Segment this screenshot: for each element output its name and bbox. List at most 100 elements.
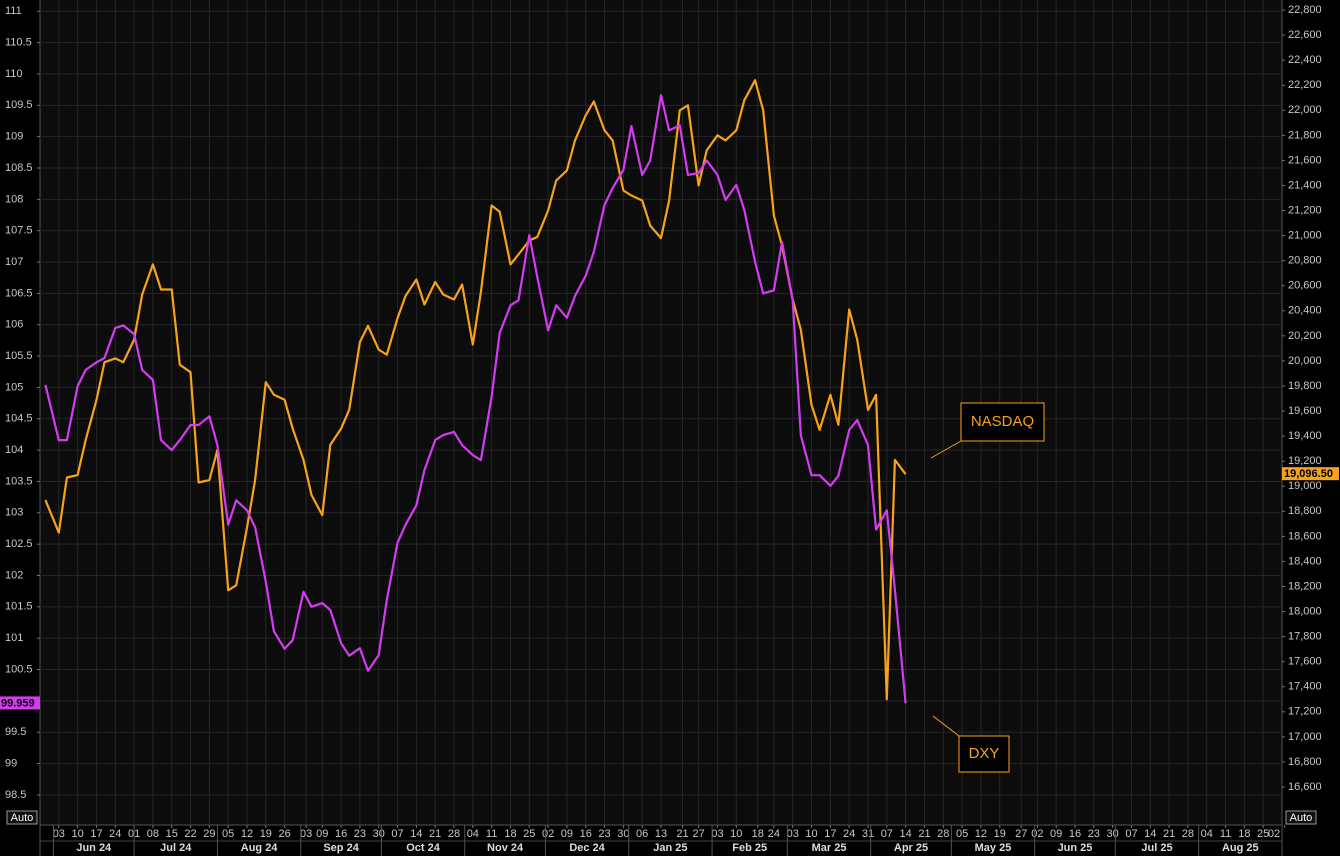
x-tick-label: 09 [561,828,573,840]
y-tick-label: 100.5 [5,663,33,675]
y-tick-label: 98.5 [5,789,26,801]
x-tick-label: 25 [523,828,535,840]
y-tick-label: 99 [5,757,17,769]
x-tick-label: 12 [241,828,253,840]
x-tick-label: 21 [676,828,688,840]
y2-tick-label: 18,200 [1288,580,1322,592]
x-tick-label: 16 [580,828,592,840]
y-tick-label: 111 [5,5,22,17]
month-label: Nov 24 [487,842,524,854]
month-label: Apr 25 [894,842,928,854]
x-tick-label: 02 [1268,828,1280,840]
y2-tick-label: 21,600 [1288,154,1322,166]
y-tick-label: 104 [5,444,23,456]
y-tick-label: 101 [5,632,23,644]
x-tick-label: 19 [994,828,1006,840]
x-tick-label: 17 [90,828,102,840]
y-tick-label: 109 [5,131,23,143]
y-tick-label: 105.5 [5,350,33,362]
x-tick-label: 03 [787,828,799,840]
y2-tick-label: 22,800 [1288,4,1322,16]
x-tick-label: 21 [918,828,930,840]
series-line [44,79,907,701]
x-tick-label: 16 [1069,828,1081,840]
x-tick-label: 24 [109,828,121,840]
month-label: Aug 24 [241,842,279,854]
y2-tick-label: 19,200 [1288,455,1322,467]
auto-button-left[interactable]: Auto [6,810,38,825]
y2-tick-label: 18,800 [1288,505,1322,517]
y2-tick-label: 20,800 [1288,255,1322,267]
y2-tick-label: 22,000 [1288,104,1322,116]
y2-tick-label: 20,200 [1288,330,1322,342]
x-tick-label: 23 [598,828,610,840]
x-tick-label: 04 [1201,828,1213,840]
y-tick-label: 103 [5,507,23,519]
x-tick-label: 03 [53,828,65,840]
y2-tick-label: 20,000 [1288,355,1322,367]
y2-tick-label: 17,200 [1288,706,1322,718]
x-tick-label: 03 [711,828,723,840]
month-label: Feb 25 [732,842,767,854]
x-tick-label: 14 [1144,828,1156,840]
button-label[interactable]: Auto [11,812,34,824]
month-label: Sep 24 [323,842,359,854]
x-tick-label: 08 [147,828,159,840]
auto-button-right[interactable]: Auto [1285,810,1317,825]
x-tick-label: 05 [956,828,968,840]
month-label: Jan 25 [653,842,687,854]
grid [40,0,1282,825]
x-tick-label: 09 [1050,828,1062,840]
x-tick-label: 14 [900,828,912,840]
y-tick-label: 108.5 [5,162,33,174]
x-tick-label: 26 [279,828,291,840]
y2-tick-label: 20,600 [1288,280,1322,292]
y-tick-label: 106.5 [5,287,33,299]
x-tick-label: 05 [222,828,234,840]
x-tick-label: 13 [655,828,667,840]
x-tick-label: 07 [1125,828,1137,840]
y-tick-label: 101.5 [5,601,33,613]
last-value-tag [0,696,40,710]
x-tick-label: 22 [184,828,196,840]
x-tick-label: 02 [1031,828,1043,840]
x-tick-label: 03 [300,828,312,840]
month-label: Aug 25 [1222,842,1259,854]
y2-tick-label: 22,600 [1288,29,1322,41]
y-tick-label: 103.5 [5,475,33,487]
y2-tick-label: 21,200 [1288,204,1322,216]
button-frame[interactable] [6,810,38,825]
x-tick-label: 07 [881,828,893,840]
y-tick-label: 105 [5,381,23,393]
y2-tick-label: 16,800 [1288,756,1322,768]
x-tick-label: 24 [768,828,780,840]
button-label[interactable]: Auto [1290,812,1313,824]
x-tick-label: 29 [203,828,215,840]
y2-tick-label: 17,000 [1288,731,1322,743]
annotation-label: NASDAQ [971,413,1034,430]
annotation-box [958,735,1010,773]
month-label: Jun 25 [1058,842,1093,854]
y-tick-label: 104.5 [5,413,33,425]
x-tick-label: 24 [843,828,855,840]
x-tick-label: 18 [752,828,764,840]
y2-tick-label: 17,600 [1288,656,1322,668]
annotation-leader [932,715,960,737]
button-frame[interactable] [1285,810,1317,825]
y2-tick-label: 22,200 [1288,79,1322,91]
y-tick-label: 99.5 [5,726,26,738]
x-tick-label: 09 [316,828,328,840]
x-tick-label: 07 [391,828,403,840]
y2-tick-label: 21,800 [1288,129,1322,141]
y2-tick-label: 19,400 [1288,430,1322,442]
month-label: Jul 25 [1141,842,1172,854]
x-tick-label: 18 [504,828,516,840]
month-label: Jul 24 [160,842,192,854]
y-tick-label: 107 [5,256,23,268]
annotation-box [960,402,1045,442]
x-tick-label: 16 [335,828,347,840]
y2-tick-label: 17,800 [1288,631,1322,643]
y2-tick-label: 17,400 [1288,681,1322,693]
x-tick-label: 23 [354,828,366,840]
x-tick-label: 11 [1220,828,1231,840]
